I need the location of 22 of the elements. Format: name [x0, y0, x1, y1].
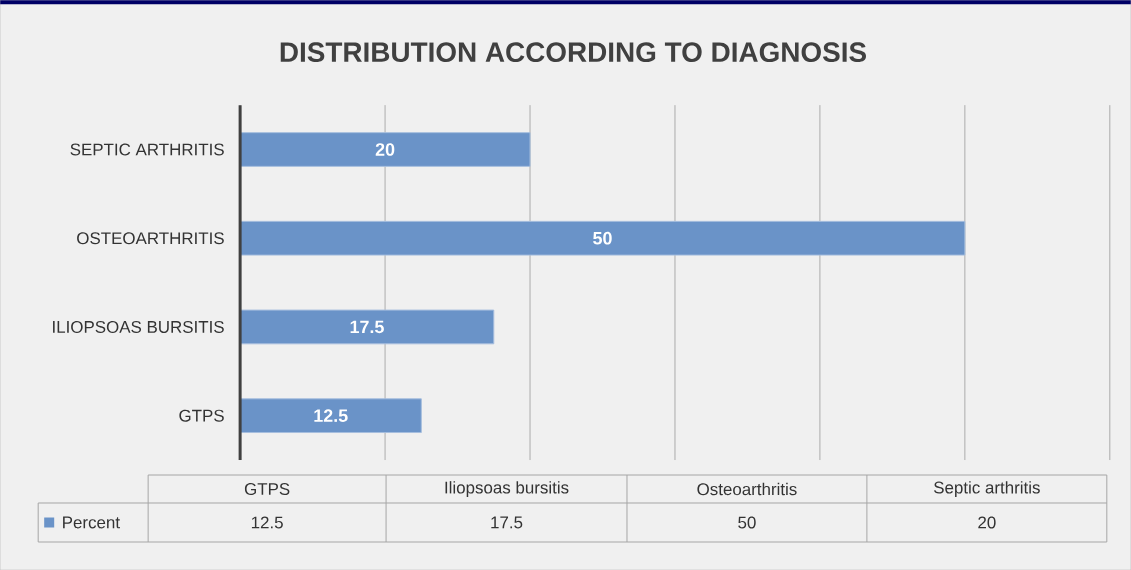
data-label: 20: [375, 143, 395, 156]
y-tick-label: OSTEOARTHRITIS: [77, 232, 224, 245]
legend-label: Percent: [63, 516, 120, 529]
text: 50: [738, 516, 756, 529]
data-label: 12.5: [314, 409, 348, 422]
text: 20: [978, 516, 996, 529]
text: 17.5: [491, 516, 523, 529]
text: GTPS: [244, 482, 290, 495]
data-label: 17.5: [350, 320, 384, 334]
bar: [239, 398, 422, 433]
y-tick-label: SEPTIC ARTHRITIS: [70, 143, 224, 156]
text: Iliopsoas bursitis: [445, 481, 569, 497]
text: Septic arthritis: [933, 481, 1040, 497]
bar: [239, 132, 531, 167]
y-tick-label: GTPS: [179, 409, 224, 422]
bar: [239, 309, 495, 345]
text: Osteoarthritis: [697, 482, 797, 496]
data-label: 50: [593, 231, 612, 245]
chart-title: DISTRIBUTION ACCORDING TO DIAGNOSIS: [280, 42, 866, 62]
bar: [239, 220, 966, 256]
text: 12.5: [251, 516, 283, 529]
y-tick-label: ILIOPSOAS BURSITIS: [53, 320, 224, 333]
